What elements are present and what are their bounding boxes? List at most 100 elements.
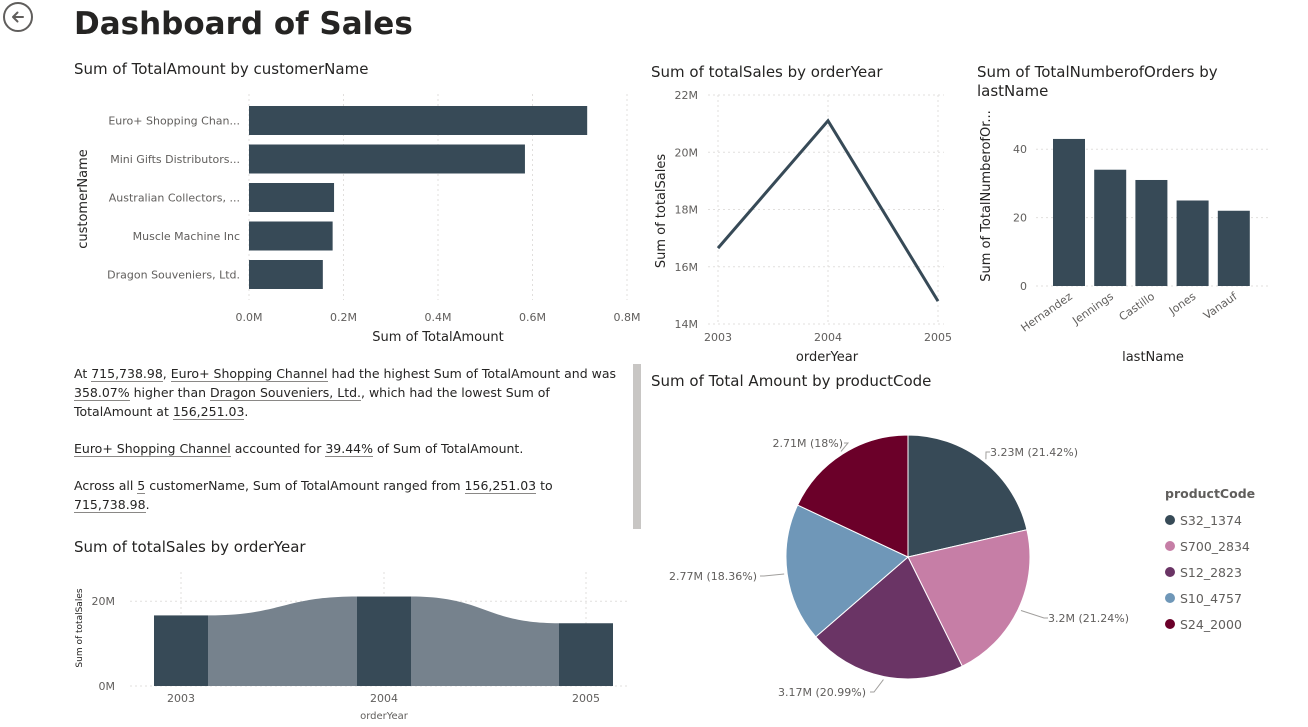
- bar: [249, 221, 333, 251]
- sales-line-chart: 14M 16M 18M 20M 22M 2003 2004 2005 orderYear S…: [654, 89, 952, 365]
- leader-line: [760, 573, 785, 577]
- narrative-text: .: [244, 404, 249, 419]
- narrative-paragraph: Across all 5 customerName, Sum of TotalA…: [74, 476, 630, 514]
- orders-bar-title: Sum of TotalNumberofOrders by lastName: [977, 63, 1218, 100]
- narrative-text: to: [536, 478, 553, 493]
- category-label: Vanauf: [1201, 289, 1240, 322]
- narrative-value: 715,738.98: [74, 497, 146, 513]
- category-label: Dragon Souveniers, Ltd.: [107, 269, 240, 282]
- sales-line-series: [716, 118, 940, 302]
- narrative-paragraph: At 715,738.98, Euro+ Shopping Channel ha…: [74, 364, 630, 421]
- category-label: Euro+ Shopping Chan...: [108, 115, 240, 128]
- narrative-scrollbar[interactable]: [633, 364, 641, 529]
- narrative-text: .: [145, 497, 150, 512]
- legend-item[interactable]: S12_2823: [1165, 559, 1255, 585]
- category-label: Australian Collectors, ...: [109, 192, 240, 205]
- category-label: Hernandez: [1018, 290, 1074, 335]
- customer-bar-x-axis-title: Sum of TotalAmount: [372, 330, 503, 345]
- x-tick-label: 2004: [370, 692, 398, 705]
- y-tick-label: 16M: [675, 261, 699, 274]
- legend-label: S12_2823: [1180, 564, 1242, 580]
- data-label: 3.23M (21.42%): [990, 446, 1078, 459]
- data-label: 2.71M (18%): [772, 437, 843, 450]
- legend-item[interactable]: S24_2000: [1165, 611, 1255, 637]
- bar: [249, 144, 525, 174]
- narrative-value: 156,251.03: [172, 404, 245, 420]
- category-label: Jones: [1166, 290, 1199, 318]
- orders-bar-x-axis-title: lastName: [1122, 350, 1184, 365]
- smart-narrative: At 715,738.98, Euro+ Shopping Channel ha…: [74, 364, 630, 532]
- sales-ribbon-x-axis-title: orderYear: [360, 711, 409, 722]
- x-tick-label: 2003: [704, 331, 732, 344]
- pie-legend: productCode S32_1374 S700_2834 S12_2823 …: [1165, 486, 1255, 637]
- pie-slice: [785, 504, 909, 638]
- y-tick-label: 40: [1013, 143, 1027, 156]
- bar: [1094, 169, 1127, 286]
- legend-dot: [1165, 515, 1175, 525]
- leader-line: [840, 442, 850, 452]
- narrative-text: ,: [162, 366, 171, 381]
- leader-line: [1020, 610, 1048, 619]
- narrative-text: higher than: [129, 385, 211, 400]
- customer-bar-title: Sum of TotalAmount by customerName: [74, 60, 369, 78]
- back-arrow-icon: [12, 11, 24, 23]
- narrative-value: Dragon Souveniers, Ltd.: [210, 385, 361, 401]
- legend-item[interactable]: S32_1374: [1165, 507, 1255, 533]
- back-button[interactable]: [3, 2, 33, 32]
- sales-ribbon-title: Sum of totalSales by orderYear: [74, 538, 306, 556]
- bar: [1176, 200, 1209, 286]
- legend-label: S700_2834: [1180, 538, 1250, 554]
- narrative-value: 5: [137, 478, 146, 494]
- narrative-value: 358.07%: [74, 385, 130, 401]
- y-tick-label: 22M: [675, 89, 699, 102]
- legend-dot: [1165, 619, 1175, 629]
- narrative-paragraph: Euro+ Shopping Channel accounted for 39.…: [74, 439, 630, 458]
- legend-dot: [1165, 567, 1175, 577]
- sales-ribbon-chart: 0M 20M 2003 2004 2005 orderYear Sum of tota…: [75, 572, 630, 722]
- sales-ribbon-y-axis-title: Sum of totalSales: [75, 588, 85, 667]
- sales-line-y-axis-title: Sum of totalSales: [654, 154, 669, 269]
- legend-item[interactable]: S10_4757: [1165, 585, 1255, 611]
- x-tick-label: 0.0M: [236, 311, 263, 324]
- legend-label: S10_4757: [1180, 590, 1242, 606]
- y-tick-label: 0: [1020, 280, 1027, 293]
- product-pie-chart: 3.23M (21.42%) 3.2M (21.24%) 3.17M (20.99%…: [669, 434, 1129, 699]
- x-tick-label: 0.2M: [330, 311, 357, 324]
- legend-dot: [1165, 541, 1175, 551]
- narrative-text: , which had the lowest Sum of TotalAmoun…: [74, 385, 550, 419]
- data-label: 2.77M (18.36%): [669, 570, 757, 583]
- legend-dot: [1165, 593, 1175, 603]
- page-title: Dashboard of Sales: [74, 6, 413, 42]
- leader-line: [870, 679, 884, 693]
- legend-label: S32_1374: [1180, 512, 1242, 528]
- narrative-value: 715,738.98: [91, 366, 163, 382]
- category-label: Jennings: [1069, 290, 1116, 328]
- x-tick-label: 2003: [167, 692, 195, 705]
- bar: [1135, 179, 1168, 286]
- pie-slice: [907, 434, 1028, 558]
- bar: [357, 596, 411, 686]
- narrative-value: Euro+ Shopping Channel: [170, 366, 328, 382]
- narrative-value: 156,251.03: [464, 478, 537, 494]
- x-tick-label: 2005: [572, 692, 600, 705]
- ribbon-band: [411, 596, 559, 686]
- narrative-value: Euro+ Shopping Channel: [74, 441, 231, 457]
- bar: [249, 106, 588, 135]
- sales-line-title: Sum of totalSales by orderYear: [651, 63, 883, 81]
- narrative-text: had the highest Sum of TotalAmount and w…: [327, 366, 617, 381]
- y-tick-label: 14M: [675, 318, 699, 331]
- leader-line: [985, 451, 990, 460]
- narrative-text: customerName, Sum of TotalAmount ranged …: [145, 478, 465, 493]
- narrative-text: accounted for: [230, 441, 326, 456]
- data-label: 3.2M (21.24%): [1048, 612, 1129, 625]
- x-tick-label: 2004: [814, 331, 842, 344]
- legend-item[interactable]: S700_2834: [1165, 533, 1255, 559]
- category-label: Castillo: [1117, 290, 1158, 324]
- x-tick-label: 0.6M: [519, 311, 546, 324]
- sales-line-x-axis-title: orderYear: [796, 350, 859, 365]
- y-tick-label: 0M: [99, 680, 116, 693]
- x-tick-label: 0.8M: [614, 311, 641, 324]
- narrative-text: Across all: [74, 478, 138, 493]
- category-label: Mini Gifts Distributors...: [110, 153, 240, 166]
